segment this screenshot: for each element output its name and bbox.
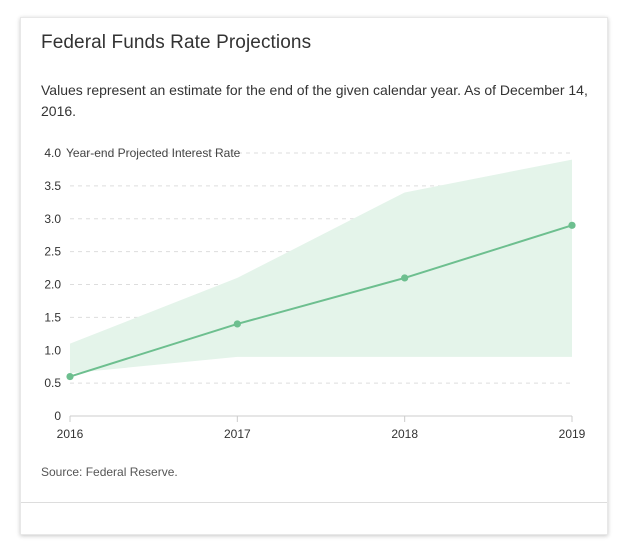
data-point [66, 372, 74, 381]
y-tick-label: 1.5 [44, 310, 61, 324]
y-tick-label: 1.0 [44, 343, 61, 357]
chart-subtitle: Values represent an estimate for the end… [41, 82, 588, 119]
x-tick-label: 2016 [57, 427, 84, 441]
projection-chart: 0 0.5 1.0 1.5 2.0 2.5 3.0 3.5 4.0 Year-end Projec… [44, 146, 585, 441]
source-note: Source: Federal Reserve. [41, 465, 178, 479]
data-point [233, 320, 241, 328]
y-tick-label: 0 [54, 409, 61, 423]
chart-title: Federal Funds Rate Projections [41, 32, 312, 53]
card-footer [21, 502, 607, 534]
series-line [69, 224, 573, 378]
y-tick-label: 4.0 [44, 146, 61, 160]
data-points [66, 221, 576, 381]
x-tick-label: 2018 [391, 427, 418, 441]
projection-range-area [70, 159, 572, 374]
series-line-layer [69, 224, 573, 378]
chart-card: Federal Funds Rate Projections Values re… [20, 17, 608, 535]
x-tick-label: 2017 [224, 427, 251, 441]
y-axis-title: Year-end Projected Interest Rate [66, 146, 241, 160]
x-tick-label: 2019 [559, 427, 586, 441]
y-tick-label: 2.5 [44, 245, 61, 259]
data-point [568, 221, 576, 229]
y-tick-label: 3.5 [44, 179, 61, 193]
data-point [401, 274, 409, 282]
y-tick-label: 2.0 [44, 278, 61, 292]
axis-labels: 0 0.5 1.0 1.5 2.0 2.5 3.0 3.5 4.0 Year-end Projec… [44, 146, 585, 441]
axes [69, 415, 573, 422]
projection-range-band [70, 159, 572, 374]
y-tick-label: 3.0 [44, 212, 61, 226]
y-tick-label: 0.5 [44, 376, 61, 390]
